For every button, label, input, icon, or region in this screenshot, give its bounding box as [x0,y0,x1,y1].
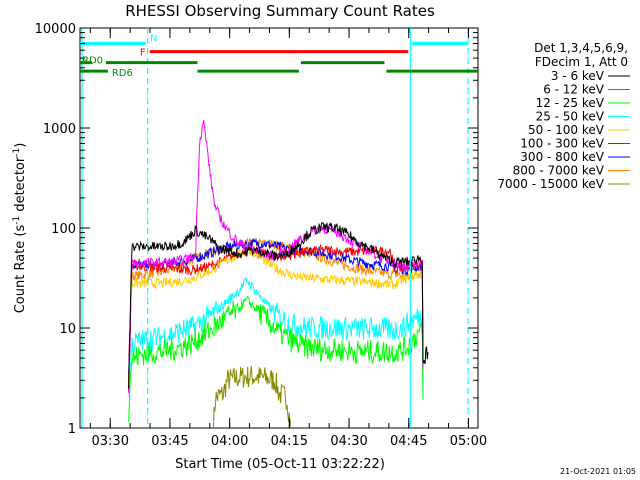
legend-label-5: 100 - 300 keV [520,137,604,151]
y-tick-label: 1 [68,422,76,437]
y-axis-label: Count Rate (s-1 detector-1) [12,143,28,314]
x-tick-label: 03:45 [151,434,188,449]
legend-label-8: 7000 - 15000 keV [497,177,604,191]
x-axis: 03:30 03:45 04:00 04:15 04:30 04:45 05:00 [89,28,487,449]
legend-label-3: 25 - 50 keV [536,110,605,124]
legend-header-line1: Det 1,3,4,5,6,9, [534,41,628,55]
x-tick-label: 04:15 [271,434,308,449]
series-line-8 [213,365,292,428]
x-tick-label: 04:30 [330,434,367,449]
plot-frame [79,27,479,429]
y-axis: 1 10 100 1000 10000 [35,22,478,437]
flag-label-f: F [140,48,146,59]
legend-label-2: 12 - 25 keV [536,96,605,110]
plot-area [79,27,479,429]
x-tick-label: 04:45 [390,434,427,449]
y-tick-label: 10 [59,322,76,337]
x-tick-label: 03:30 [92,434,129,449]
legend-label-7: 800 - 7000 keV [513,164,605,178]
flag-label-n: N [150,33,157,44]
y-tick-label: 100 [51,222,76,237]
flag-label-rd0: RD0 [82,56,103,67]
legend-label-4: 50 - 100 keV [528,123,605,137]
x-axis-label: Start Time (05-Oct-11 03:22:22) [175,457,385,472]
series-line-4 [128,246,424,386]
series-line-3 [128,276,424,400]
legend-label-1: 6 - 12 keV [543,83,605,97]
x-tick-label: 04:00 [211,434,248,449]
legend: Det 1,3,4,5,6,9, FDecim 1, Att 0 3 - 6 k… [497,41,630,191]
x-tick-label: 05:00 [450,434,487,449]
series-line-0 [128,221,429,389]
flag-labels: NF RD0 RD6 [82,33,158,79]
chart-title: RHESSI Observing Summary Count Rates [125,2,435,20]
series-line-2 [128,295,424,423]
y-tick-label: 1000 [43,122,76,137]
legend-label-0: 3 - 6 keV [551,69,605,83]
y-tick-label: 10000 [35,22,76,37]
footer-date: 21-Oct-2021 01:05 [560,467,636,476]
legend-header-line2: FDecim 1, Att 0 [535,55,628,69]
legend-label-6: 300 - 800 keV [520,150,604,164]
flag-label-rd6: RD6 [112,68,133,79]
